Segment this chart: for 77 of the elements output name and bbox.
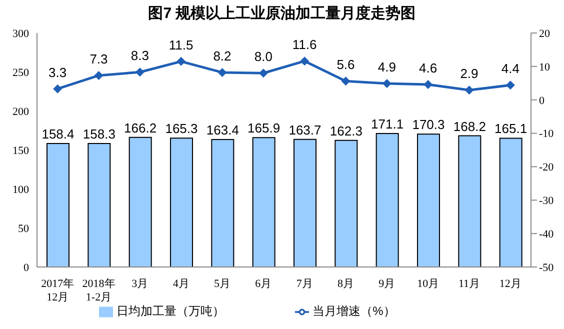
bar	[211, 139, 234, 267]
y-tick-label: 100	[12, 184, 30, 196]
legend-label: 日均加工量（万吨）	[116, 304, 225, 318]
y-tick-label: 250	[12, 66, 30, 79]
data-label: 8.0	[254, 49, 272, 64]
data-label: 8.3	[130, 48, 149, 64]
data-label: 165.9	[248, 120, 280, 136]
data-label: 168.2	[453, 118, 486, 134]
data-label: 3.3	[48, 64, 67, 80]
point	[176, 56, 186, 66]
x-tick-label: 12月	[499, 278, 522, 290]
x-tick-label: 2017年 12月	[41, 278, 74, 304]
point	[135, 68, 144, 77]
chart-title: 图7 规模以上工业原油加工量月度走势图	[147, 4, 417, 23]
data-label: 163.4	[206, 122, 239, 138]
point	[258, 68, 268, 78]
x-tick-label: 9月	[378, 278, 396, 290]
data-label: 7.3	[90, 51, 108, 66]
x-tick-label: 8月	[338, 278, 354, 290]
point	[218, 68, 227, 77]
y2-tick-label: 0	[539, 94, 545, 107]
data-label: 162.3	[330, 123, 362, 138]
x-tick-label: 2018年 1-2月	[82, 278, 116, 304]
y2-tick-label: -40	[539, 228, 554, 240]
data-label: 5.6	[336, 57, 355, 72]
data-label: 165.3	[165, 121, 198, 136]
y-tick-label: 0	[24, 262, 30, 274]
y2-tick-label: -10	[539, 128, 554, 140]
point	[464, 86, 474, 95]
data-label: 170.3	[412, 117, 445, 132]
y-tick-label: 150	[12, 144, 30, 157]
y-tick-label: 200	[12, 106, 30, 118]
data-label: 11.6	[292, 37, 317, 52]
x-tick-label: 6月	[255, 278, 272, 290]
x-tick-label: 3月	[132, 278, 148, 290]
x-tick-label: 7月	[296, 278, 313, 290]
y2-tick-label: 20	[539, 28, 550, 40]
data-label: 166.2	[124, 120, 157, 136]
bar	[417, 134, 440, 267]
data-label: 2.9	[460, 66, 478, 82]
point	[53, 84, 62, 94]
data-label: 171.1	[371, 116, 404, 132]
y2-tick-label: -30	[539, 195, 554, 208]
bar	[458, 135, 482, 267]
x-tick-label: 11月	[458, 278, 480, 290]
point	[300, 56, 310, 66]
data-label: 158.4	[42, 126, 74, 142]
data-label: 165.1	[494, 121, 528, 136]
data-label: 163.7	[288, 122, 322, 138]
y2-tick-label: 10	[539, 61, 550, 74]
y2-tick-label: -50	[539, 262, 554, 274]
x-tick-label: 10月	[417, 278, 440, 290]
bar	[170, 138, 193, 267]
x-tick-label: 5月	[214, 278, 230, 290]
legend-label: 当月增速（%）	[312, 304, 396, 318]
bar	[334, 140, 358, 267]
bar	[128, 136, 152, 267]
data-label: 4.6	[419, 60, 438, 76]
data-label: 4.4	[501, 61, 520, 76]
data-label: 158.3	[82, 126, 116, 142]
data-label: 8.2	[213, 48, 232, 64]
point	[506, 80, 515, 90]
bar	[46, 142, 70, 267]
point	[424, 80, 433, 89]
bar	[499, 138, 522, 267]
data-label: 11.5	[168, 37, 194, 52]
bar	[252, 137, 276, 267]
point	[341, 76, 350, 86]
point	[94, 70, 104, 80]
y2-tick-label: -20	[539, 162, 554, 174]
data-label: 4.9	[378, 59, 396, 74]
y-tick-label: 300	[12, 28, 30, 40]
bar	[376, 133, 399, 267]
y-tick-label: 50	[18, 222, 30, 235]
x-tick-label: 4月	[172, 278, 190, 290]
bar	[294, 138, 316, 267]
bar	[88, 143, 111, 267]
